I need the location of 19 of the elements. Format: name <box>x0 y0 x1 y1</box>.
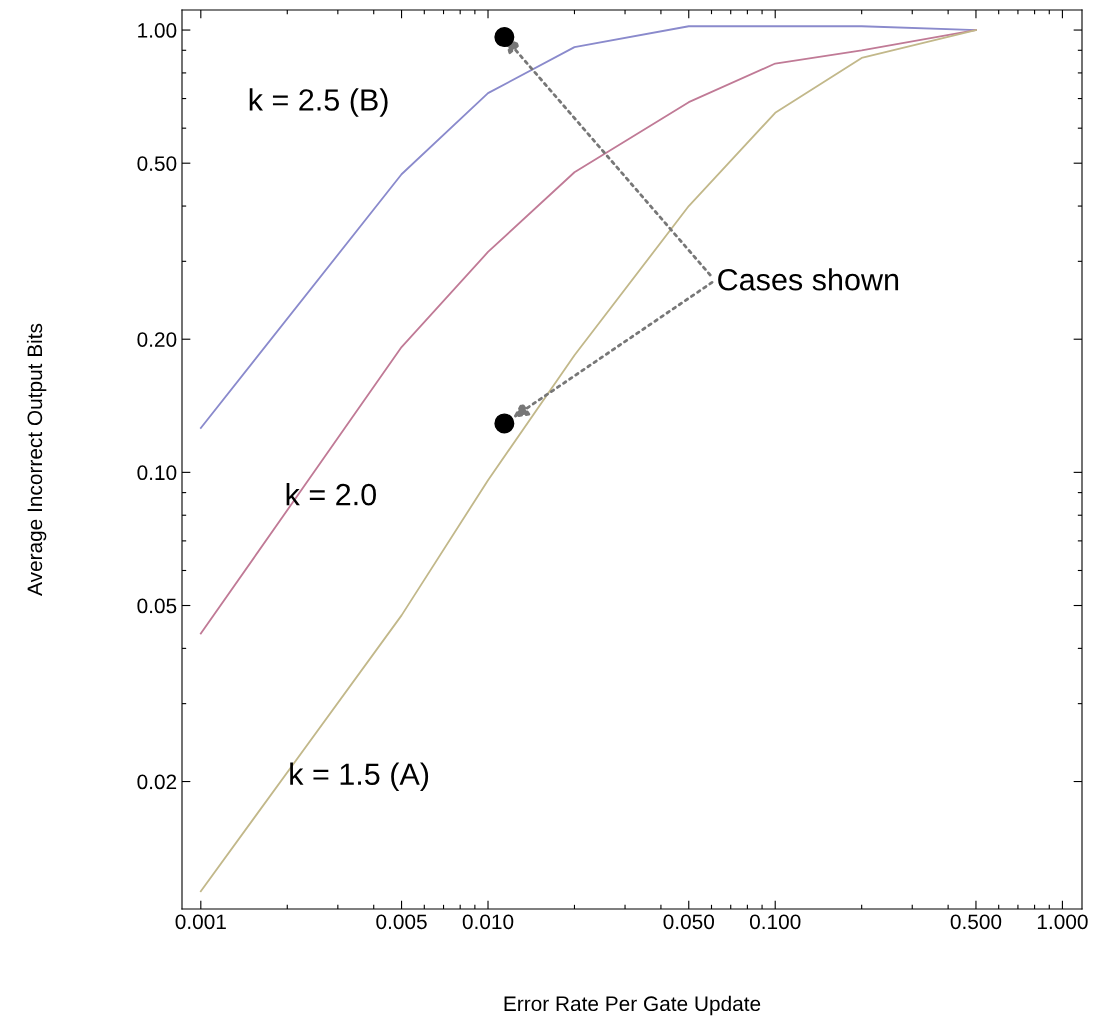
x-tick-label: 0.001 <box>175 914 226 930</box>
x-tick-label: 0.050 <box>663 914 715 930</box>
y-tick-label: 0.50 <box>137 156 177 171</box>
y-tick-label: 0.05 <box>137 598 177 614</box>
y-axis-title: Average Incorrect Output Bits <box>26 323 47 596</box>
x-tick-label: 0.500 <box>950 914 1002 930</box>
x-tick-label: 0.005 <box>376 914 427 930</box>
annotation: Cases shown <box>718 268 899 291</box>
y-tick-label: 0.10 <box>137 465 177 481</box>
y-tick-label: 1.00 <box>138 23 177 38</box>
x-axis-title: Error Rate Per Gate Update <box>504 995 761 1016</box>
x-tick-label: 0.100 <box>749 914 801 930</box>
x-tick-label: 0.010 <box>462 914 514 930</box>
x-tick-label: 1.000 <box>1037 914 1088 930</box>
series-label: k = 2.0 <box>286 483 376 506</box>
series-label: k = 2.5 (B) <box>249 88 388 117</box>
y-tick-label: 0.02 <box>137 774 177 790</box>
y-tick-label: 0.20 <box>137 332 177 347</box>
series-label: k = 1.5 (A) <box>290 762 429 792</box>
